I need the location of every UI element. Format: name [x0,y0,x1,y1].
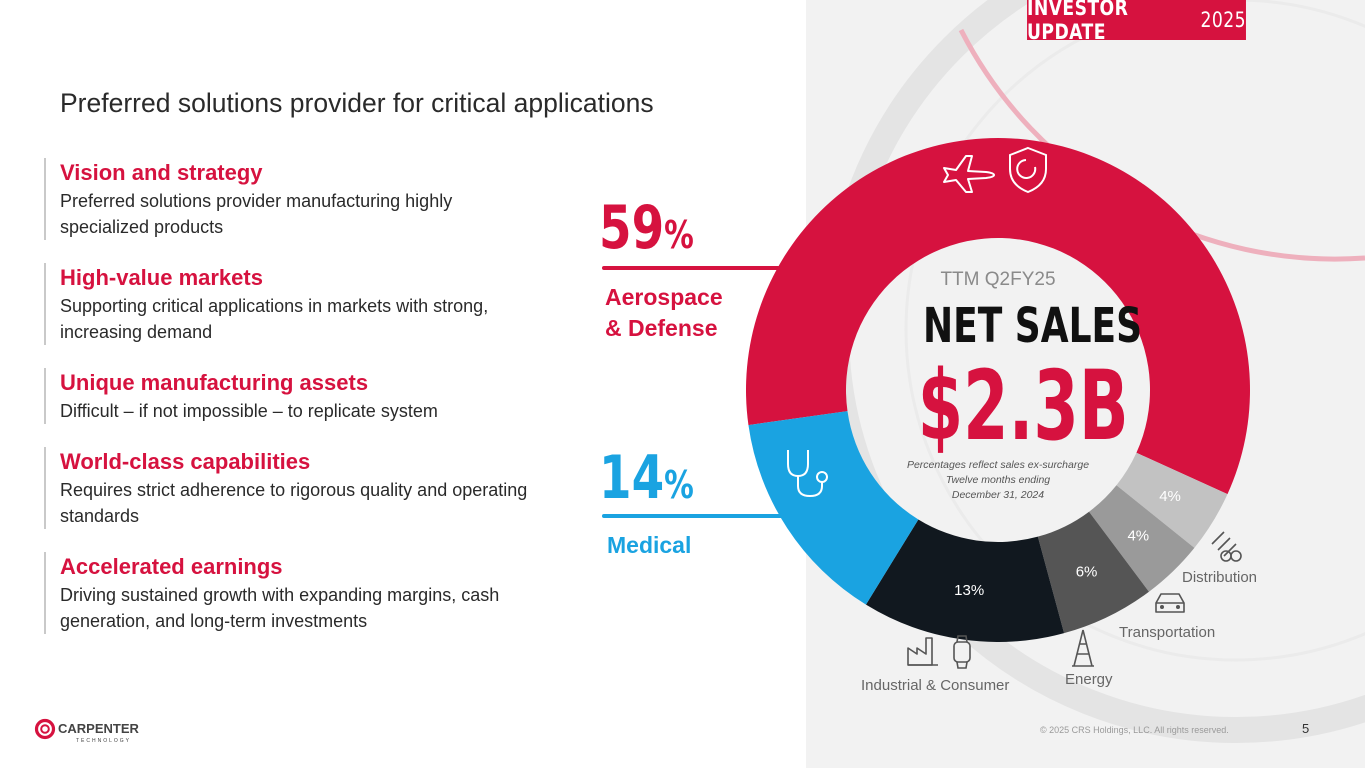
copyright-text: © 2025 CRS Holdings, LLC. All rights res… [1040,725,1229,735]
aerospace-percent: 59% [599,198,694,265]
page-title: Preferred solutions provider for critica… [60,88,654,118]
logo-name: CARPENTER [58,721,140,736]
donut-slice-label: 13% [954,582,984,599]
point-assets: Unique manufacturing assets Difficult – … [44,368,544,424]
point-vision: Vision and strategy Preferred solutions … [44,158,544,240]
center-note-line3: December 31, 2024 [951,489,1045,501]
airplane-icon [943,155,995,193]
car-icon [1155,593,1185,613]
medical-leader-line [602,514,792,518]
point-title: High-value markets [60,265,263,290]
point-desc: Driving sustained growth with expanding … [60,585,500,631]
carpenter-logo-mark: CARPENTER TECHNOLOGY [34,718,140,744]
medical-percent: 14% [599,448,694,515]
donut-slice-industrial-consumer [865,519,1065,642]
key-points: Vision and strategy Preferred solutions … [44,158,544,657]
point-desc: Preferred solutions provider manufacturi… [60,191,453,237]
medical-percent-symbol: % [664,463,694,507]
point-desc: Supporting critical applications in mark… [60,296,489,342]
aerospace-percent-symbol: % [664,213,694,257]
center-note: Percentages reflect sales ex-surcharge T… [870,458,1126,503]
donut-slice-medical [748,411,919,605]
donut-slice-label: 6% [1076,564,1098,581]
point-earnings: Accelerated earnings Driving sustained g… [44,552,544,634]
aerospace-label: Aerospace & Defense [605,282,723,344]
page-number: 5 [1302,721,1310,736]
aerospace-label-line2: & Defense [605,315,718,341]
smartwatch-icon [953,635,971,669]
net-sales-donut-chart: 4% 4% 6% 13% [746,138,1250,642]
donut-slice-label: 4% [1127,527,1149,544]
medical-percent-value: 14 [599,443,665,513]
shield-icon [1009,146,1047,194]
donut-slice-energy [1037,511,1149,634]
donut-slice-label: 4% [1159,488,1181,505]
aerospace-label-line1: Aerospace [605,284,723,310]
oil-rig-icon [1072,629,1094,667]
point-title: World-class capabilities [60,449,311,474]
donut-slice-aerospace-defense [746,138,1250,495]
point-title: Accelerated earnings [60,554,283,579]
point-desc: Difficult – if not impossible – to repli… [60,401,438,421]
stethoscope-icon [787,450,828,498]
company-logo: CARPENTER TECHNOLOGY [34,716,164,749]
distribution-label: Distribution [1182,569,1258,586]
transportation-label: Transportation [1119,624,1216,641]
point-desc: Requires strict adherence to rigorous qu… [60,480,528,526]
pipes-icon [1211,531,1242,562]
point-markets: High-value markets Supporting critical a… [44,263,544,345]
industrial-label: Industrial & Consumer [861,677,1010,694]
aerospace-percent-value: 59 [599,193,665,263]
center-note-line1: Percentages reflect sales ex-surcharge [906,459,1090,471]
aerospace-leader-line [602,266,780,270]
donut-slice-distribution [1116,452,1228,548]
logo-subtitle: TECHNOLOGY [76,738,131,744]
energy-label: Energy [1065,671,1113,688]
medical-label: Medical [607,532,692,558]
center-title: NET SALES [923,298,1143,354]
banner-year: 2025 [1200,8,1246,32]
investor-update-banner: INVESTOR UPDATE 2025 [1027,0,1246,44]
donut-slice-transportation [1089,485,1195,592]
point-capabilities: World-class capabilities Requires strict… [44,447,544,529]
center-subtitle: TTM Q2FY25 [940,269,1056,290]
banner-text: INVESTOR UPDATE [1027,0,1129,44]
point-title: Vision and strategy [60,160,263,185]
center-value: $2.3B [917,350,1129,462]
center-note-line2: Twelve months ending [945,474,1051,486]
factory-icon [907,637,938,666]
point-title: Unique manufacturing assets [60,370,369,395]
